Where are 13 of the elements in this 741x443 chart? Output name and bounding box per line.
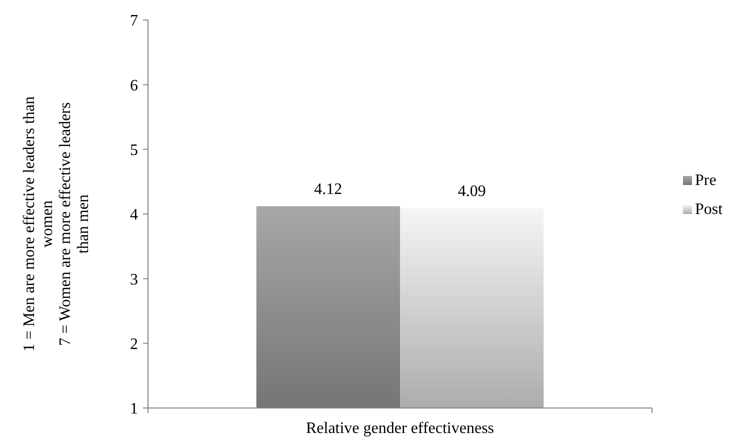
y-tick-label: 5	[130, 142, 138, 159]
legend-label: Pre	[695, 172, 716, 189]
y-tick-label: 3	[130, 271, 138, 288]
y-axis-title: 1 = Men are more effective leaders than women 7 = Women are more effective leaders than men	[21, 96, 92, 352]
x-tick-label: Relative gender effectiveness	[306, 420, 494, 437]
legend-label: Post	[695, 201, 724, 218]
data-label: 4.12	[314, 181, 342, 198]
y-tick-label: 7	[130, 12, 138, 30]
data-label: 4.09	[458, 183, 486, 200]
y-tick-label: 2	[130, 336, 138, 353]
y-tick-label: 6	[130, 77, 138, 94]
y-tick-label: 4	[130, 206, 138, 224]
y-tick-label: 1	[130, 400, 138, 418]
